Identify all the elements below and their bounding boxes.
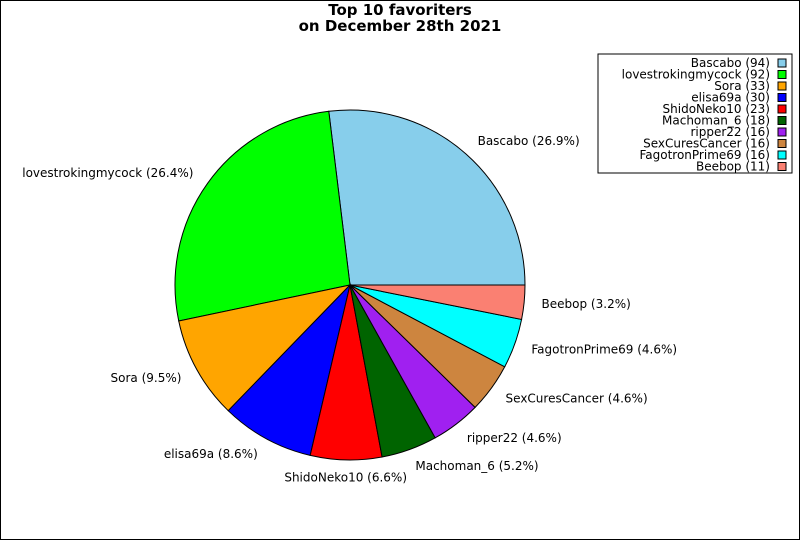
slice-label-bascabo: Bascabo (26.9%): [478, 134, 580, 148]
slice-label-elisa69a: elisa69a (8.6%): [164, 447, 258, 461]
slice-label-sexcurescancer: SexCuresCancer (4.6%): [506, 391, 648, 405]
slice-label-beebop: Beebop (3.2%): [542, 297, 631, 311]
slice-label-machoman-6: Machoman_6 (5.2%): [415, 459, 538, 473]
legend-entry-shidoneko10: ShidoNeko10 (23): [663, 102, 770, 116]
slice-label-ripper22: ripper22 (4.6%): [467, 431, 562, 445]
legend-swatch-ripper22: [777, 127, 787, 137]
slice-label-lovestrokingmycock: lovestrokingmycock (26.4%): [22, 166, 193, 180]
pie-slice-lovestrokingmycock: [174, 110, 351, 322]
legend: Bascabo (94)lovestrokingmycock (92)Sora …: [597, 53, 793, 174]
legend-entry-lovestrokingmycock: lovestrokingmycock (92): [622, 68, 770, 82]
legend-box: [597, 53, 793, 174]
chart-title-line-2: on December 28th 2021: [298, 17, 502, 35]
legend-swatch-machoman-6: [777, 116, 787, 125]
legend-swatch-sexcurescancer: [777, 139, 787, 148]
legend-swatch-elisa69a: [777, 93, 787, 102]
slice-label-fagotronprime69: FagotronPrime69 (4.6%): [531, 343, 677, 357]
legend-swatch-lovestrokingmycock: [777, 70, 787, 79]
legend-swatch-shidoneko10: [777, 104, 787, 114]
legend-entry-elisa69a: elisa69a (30): [691, 91, 770, 105]
pie-slice-beebop: [349, 284, 526, 321]
slice-label-shidoneko10: ShidoNeko10 (6.6%): [284, 470, 407, 484]
pie-slice-elisa69a: [227, 283, 351, 457]
legend-entry-sora: Sora (33): [714, 79, 770, 93]
legend-swatch-fagotronprime69: [777, 150, 787, 160]
legend-swatch-sora: [777, 81, 787, 91]
chart-title: Top 10 favoriters on December 28th 2021: [0, 2, 800, 34]
legend-entry-ripper22: ripper22 (16): [690, 125, 770, 139]
pie-slice-bascabo: [328, 109, 526, 286]
legend-entry-beebop: Beebop (11): [696, 160, 770, 174]
pie-labels: Bascabo (26.9%) lovestrokingmycock (26.4%…: [22, 134, 677, 485]
slice-label-sora: Sora (9.5%): [111, 371, 182, 385]
legend-entry-sexcurescancer: SexCuresCancer (16): [643, 137, 770, 151]
pie-slices: [174, 109, 526, 461]
chart-title-line-1: Top 10 favoriters: [328, 1, 472, 19]
legend-entry-machoman-6: Machoman_6 (18): [662, 114, 770, 128]
legend-entry-bascabo: Bascabo (94): [691, 56, 770, 70]
legend-swatch-beebop: [777, 162, 787, 171]
legend-entry-fagotronprime69: FagotronPrime69 (16): [639, 148, 770, 162]
pie-slice-sora: [178, 284, 352, 412]
legend-swatch-bascabo: [777, 58, 787, 68]
